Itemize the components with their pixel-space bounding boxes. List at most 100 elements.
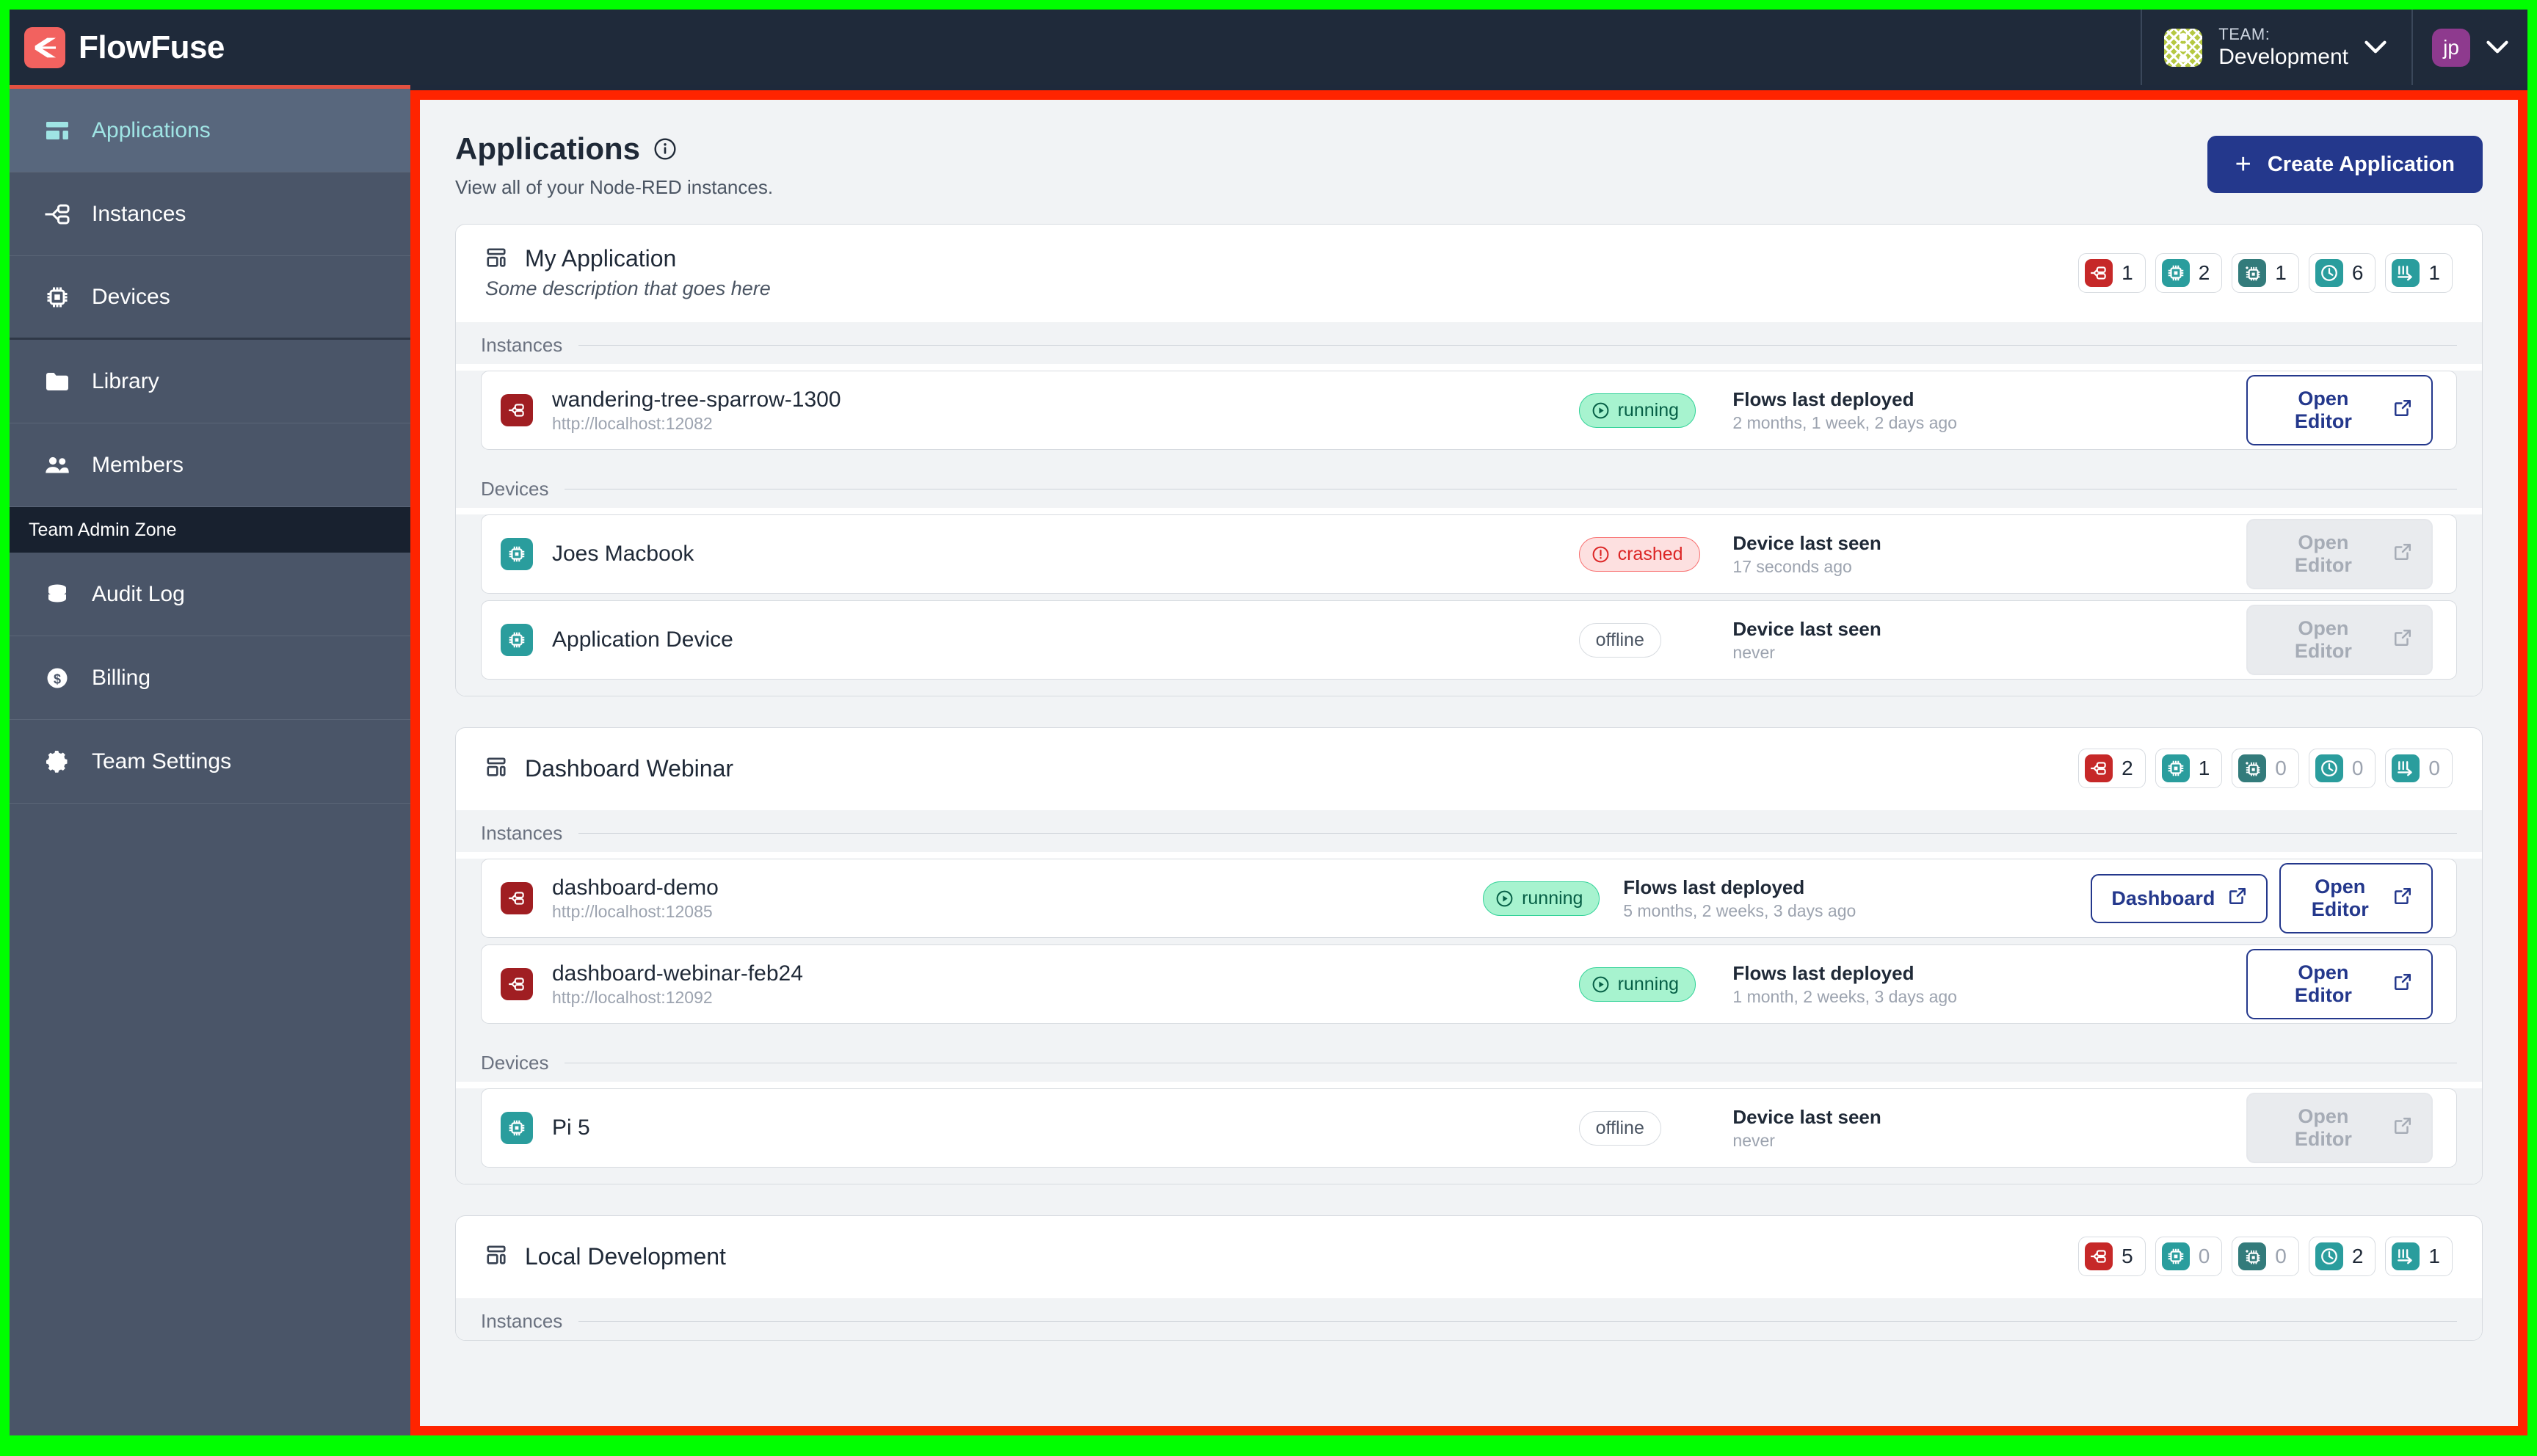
open-editor-button[interactable]: Open Editor — [2246, 949, 2433, 1019]
section-header: Instances — [456, 810, 2482, 852]
sidebar-item-team-settings[interactable]: Team Settings — [10, 720, 410, 804]
badge-device[interactable]: 0 — [2155, 1237, 2223, 1276]
instance-row[interactable]: wandering-tree-sparrow-1300 http://localh… — [481, 371, 2457, 450]
badge-count: 1 — [2428, 261, 2440, 284]
badge-device[interactable]: 2 — [2155, 252, 2223, 293]
team-selector[interactable]: TEAM: Development — [2141, 10, 2411, 85]
section-label: Instances — [481, 1310, 563, 1332]
main-content: Applications View all of your Node-RED i… — [420, 100, 2518, 1426]
device-row[interactable]: Application Device offline Device last see… — [481, 600, 2457, 680]
instance-row[interactable]: dashboard-demo http://localhost:12085 runn… — [481, 859, 2457, 938]
sidebar-item-devices[interactable]: Devices — [10, 256, 410, 340]
external-link-icon — [2393, 542, 2412, 567]
sidebar-item-members[interactable]: Members — [10, 423, 410, 507]
entity-identity: Joes Macbook — [501, 538, 1579, 570]
badge-nodered[interactable]: 5 — [2078, 1237, 2146, 1276]
device-group-icon — [2238, 258, 2267, 287]
action-label: Open Editor — [2294, 617, 2352, 662]
brand-logo[interactable]: FlowFuse — [10, 26, 225, 68]
section-label: Instances — [481, 822, 563, 844]
sidebar-item-instances[interactable]: Instances — [10, 172, 410, 256]
sidebar-item-applications[interactable]: Applications — [10, 89, 410, 172]
section-divider — [578, 1321, 2457, 1322]
entity-identity: Pi 5 — [501, 1112, 1579, 1144]
meta-title: Flows last deployed — [1623, 876, 1805, 898]
badge-nodered[interactable]: 1 — [2078, 252, 2146, 293]
instance-row[interactable]: dashboard-webinar-feb24 http://localhost:… — [481, 944, 2457, 1024]
create-application-button[interactable]: + Create Application — [2207, 136, 2483, 193]
section-header: Devices — [456, 466, 2482, 508]
chevron-down-icon — [2486, 37, 2508, 59]
section-header: Instances — [456, 322, 2482, 364]
device-chip-icon — [501, 624, 533, 656]
entity-identity: Application Device — [501, 624, 1579, 656]
section-label: Devices — [481, 478, 549, 500]
pipeline-icon — [2392, 1242, 2420, 1270]
status-cell: running — [1578, 393, 1733, 428]
badge-count: 2 — [2198, 261, 2210, 284]
application-card-header: Dashboard Webinar 2 1 0 0 0 — [456, 728, 2482, 810]
open-editor-button[interactable]: Open Editor — [2279, 863, 2433, 933]
section-label: Devices — [481, 1052, 549, 1074]
dashboard-button[interactable]: Dashboard — [2091, 873, 2268, 923]
badge-device-group[interactable]: 1 — [2232, 252, 2299, 293]
badge-pipeline[interactable]: 0 — [2385, 749, 2453, 788]
application-name: Dashboard Webinar — [525, 754, 734, 782]
status-cell: running — [1578, 967, 1733, 1002]
badge-pipeline[interactable]: 1 — [2385, 252, 2453, 293]
application-icon — [485, 756, 510, 781]
svg-text:$: $ — [54, 671, 61, 686]
sidebar-item-label: Instances — [92, 201, 186, 226]
entity-identity: dashboard-demo http://localhost:12085 — [501, 876, 1483, 922]
meta-title: Flows last deployed — [1732, 387, 1914, 410]
badge-snapshot[interactable]: 2 — [2308, 1237, 2376, 1276]
application-card[interactable]: Dashboard Webinar 2 1 0 0 0 Instances dashboard… — [455, 727, 2483, 1184]
node-red-icon — [501, 882, 533, 914]
section-header: Devices — [456, 1040, 2482, 1082]
meta-sub: 2 months, 1 week, 2 days ago — [1732, 412, 1957, 432]
sidebar-item-library[interactable]: Library — [10, 340, 410, 423]
badge-snapshot[interactable]: 0 — [2308, 749, 2376, 788]
badge-count: 1 — [2428, 1245, 2440, 1267]
team-avatar — [2164, 28, 2203, 67]
external-link-icon — [2393, 398, 2412, 423]
section-divider — [578, 833, 2457, 834]
application-icon — [485, 1244, 510, 1269]
badge-nodered[interactable]: 2 — [2078, 749, 2146, 788]
sidebar-item-billing[interactable]: $ Billing — [10, 636, 410, 720]
external-link-icon — [2393, 972, 2412, 997]
device-list: Joes Macbook crashed Device last seen 17 se… — [456, 514, 2482, 696]
action-label: Open Editor — [2311, 876, 2369, 920]
node-red-icon — [2085, 754, 2113, 782]
meta-cell: Device last seen never — [1732, 1106, 2246, 1151]
user-menu[interactable]: jp — [2411, 10, 2527, 85]
entity-url: http://localhost:12092 — [552, 987, 713, 1007]
chevron-down-icon — [2364, 37, 2387, 59]
badge-pipeline[interactable]: 1 — [2385, 1237, 2453, 1276]
meta-title: Device last seen — [1732, 531, 1881, 554]
sidebar: Applications Instances Devices Library — [10, 85, 410, 1435]
status-badge: offline — [1578, 1110, 1661, 1146]
badge-snapshot[interactable]: 6 — [2308, 252, 2376, 293]
action-label: Dashboard — [2111, 887, 2215, 909]
badge-device-group[interactable]: 0 — [2232, 1237, 2299, 1276]
badge-device-group[interactable]: 0 — [2232, 749, 2299, 788]
badge-count: 2 — [2122, 757, 2133, 779]
application-card[interactable]: Local Development 5 0 0 2 1 Instances — [455, 1215, 2483, 1341]
badge-count: 5 — [2122, 1245, 2133, 1267]
sidebar-item-audit-log[interactable]: Audit Log — [10, 553, 410, 636]
meta-sub: 1 month, 2 weeks, 3 days ago — [1732, 986, 1957, 1006]
meta-cell: Flows last deployed 5 months, 2 weeks, 3 … — [1623, 876, 2091, 921]
device-row[interactable]: Joes Macbook crashed Device last seen 17 se… — [481, 514, 2457, 594]
badge-device[interactable]: 1 — [2155, 749, 2223, 788]
meta-title: Device last seen — [1732, 617, 1881, 640]
open-editor-button[interactable]: Open Editor — [2246, 375, 2433, 445]
application-description: Some description that goes here — [485, 277, 771, 299]
device-row[interactable]: Pi 5 offline Device last seen never Open Edi… — [481, 1088, 2457, 1168]
info-circle-icon[interactable] — [653, 137, 677, 161]
entity-name: wandering-tree-sparrow-1300 — [552, 387, 841, 412]
application-card[interactable]: My Application Some description that goes… — [455, 224, 2483, 696]
status-badge: crashed — [1578, 536, 1700, 572]
entity-name: dashboard-demo — [552, 875, 719, 900]
